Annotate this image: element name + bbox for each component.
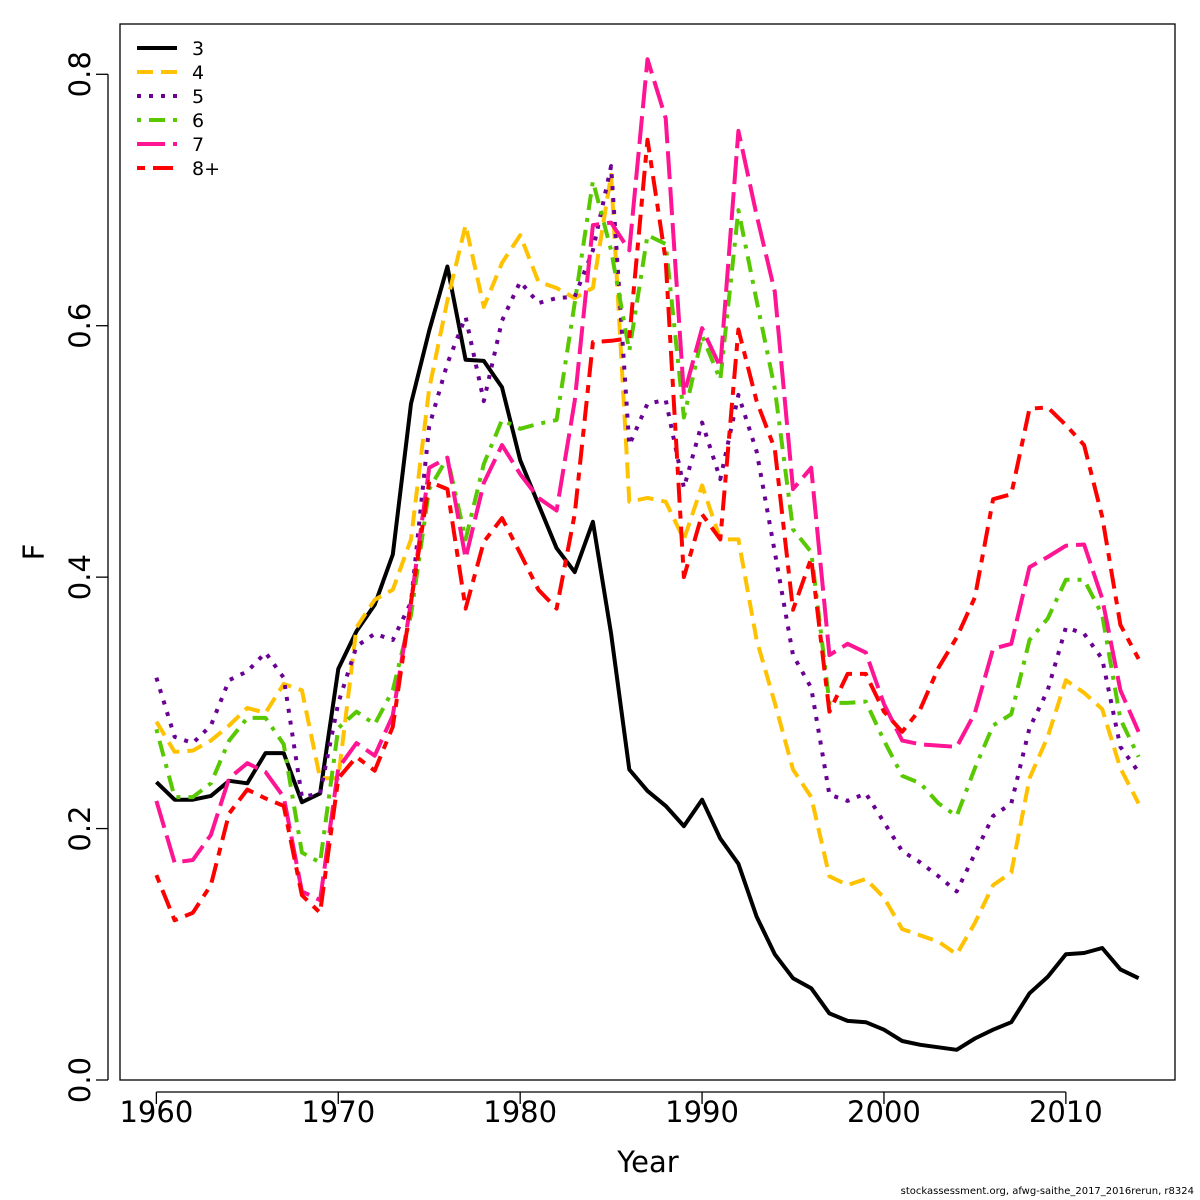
credit-text: stockassessment.org, afwg-saithe_2017_20… — [900, 1186, 1194, 1197]
x-tick-label: 2000 — [847, 1095, 921, 1129]
x-axis-label: Year — [616, 1145, 678, 1179]
legend-label: 8+ — [192, 158, 220, 180]
series-line-7 — [154, 57, 1141, 903]
x-tick-label: 1990 — [665, 1095, 739, 1129]
x-tick-label: 1980 — [483, 1095, 557, 1129]
legend-label: 3 — [192, 38, 204, 60]
plot-frame — [119, 23, 1176, 1081]
y-tick-label: 0.0 — [63, 1057, 97, 1103]
legend-label: 5 — [192, 86, 204, 108]
series-line-5 — [154, 164, 1141, 894]
series-line-6 — [154, 179, 1141, 865]
y-tick-label: 0.4 — [63, 554, 97, 600]
series-line-8plus — [154, 137, 1141, 923]
x-tick-label: 1960 — [119, 1095, 193, 1129]
legend-label: 6 — [192, 110, 204, 132]
series-layer — [154, 57, 1141, 1052]
y-tick-label: 0.8 — [63, 51, 97, 97]
legend-label: 7 — [192, 134, 204, 156]
x-tick-label: 2010 — [1029, 1095, 1103, 1129]
x-axis: 1960 1970 1980 1990 2000 2010 — [119, 1091, 1103, 1129]
y-axis-label: F — [17, 544, 51, 561]
y-tick-label: 0.6 — [63, 303, 97, 349]
y-axis: 0.0 0.2 0.4 0.6 0.8 — [63, 51, 109, 1103]
series-line-3 — [155, 264, 1140, 1052]
series-line-4 — [154, 172, 1141, 957]
y-tick-label: 0.2 — [63, 806, 97, 852]
legend-label: 4 — [192, 62, 204, 84]
x-tick-label: 1970 — [301, 1095, 375, 1129]
